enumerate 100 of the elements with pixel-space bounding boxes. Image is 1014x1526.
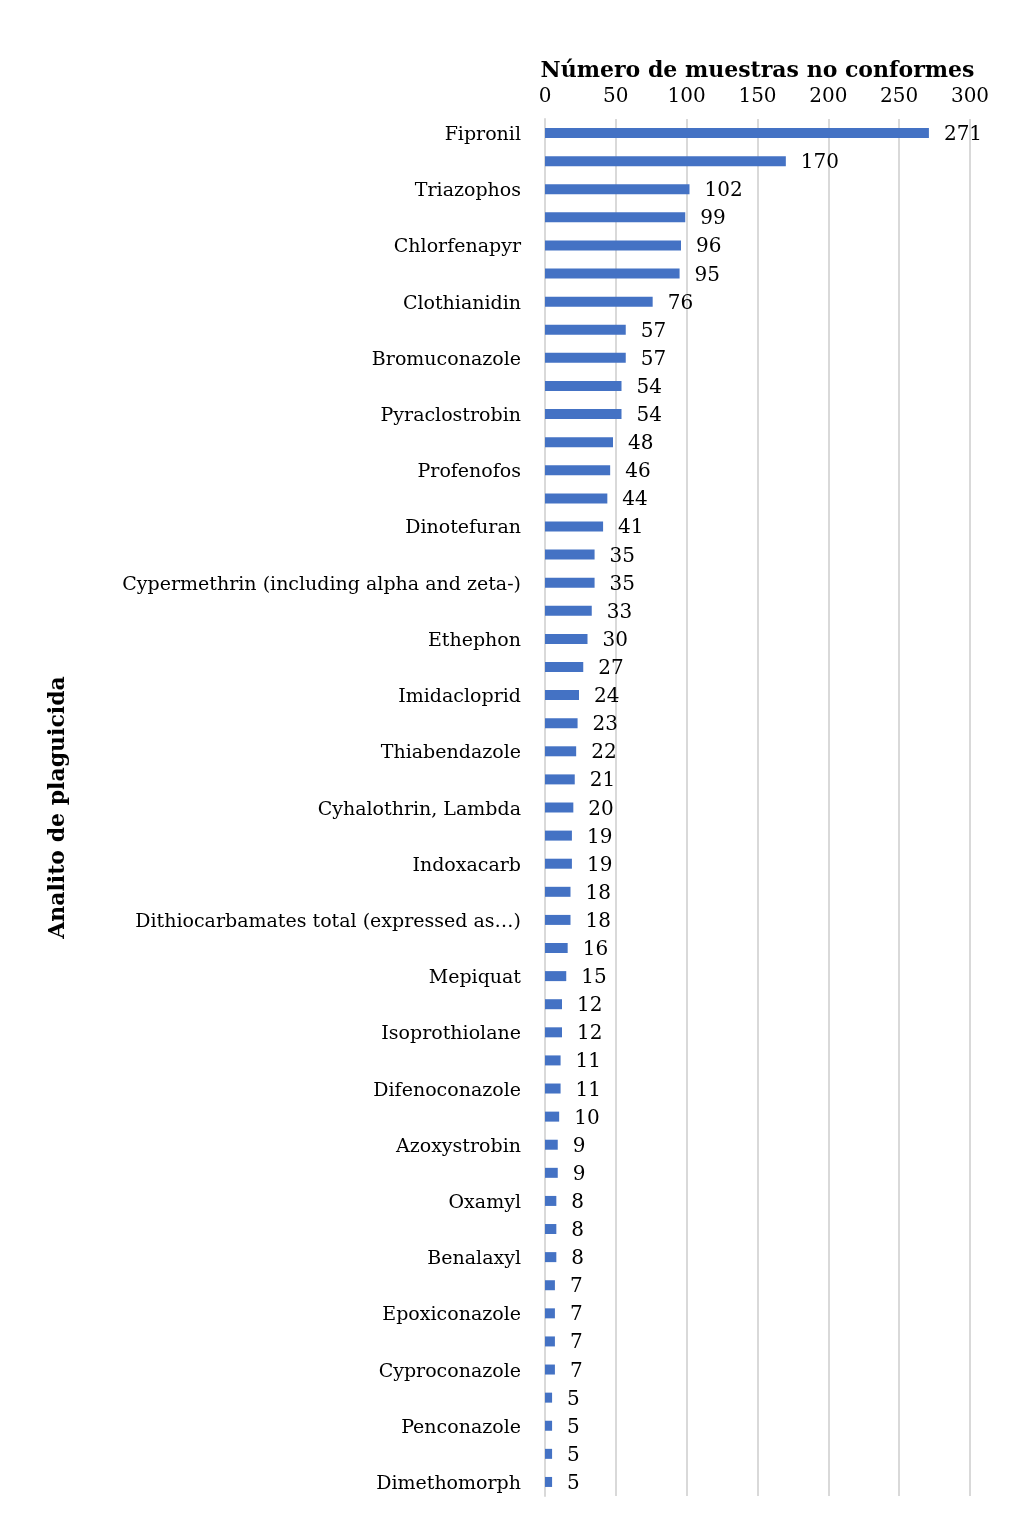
data-label: 76 (667, 289, 694, 314)
data-label: 96 (696, 233, 722, 258)
bar (545, 212, 686, 223)
bar (545, 1392, 553, 1403)
bar (545, 577, 595, 588)
y-tick-label: Pyraclostrobin (380, 403, 521, 426)
data-label: 30 (602, 626, 628, 651)
bar (545, 718, 578, 729)
bar (545, 633, 588, 644)
data-label: 19 (586, 823, 613, 848)
x-tick-label: 250 (880, 83, 919, 107)
data-label: 9 (572, 1160, 586, 1185)
bar (545, 1308, 555, 1319)
data-label: 99 (700, 205, 726, 230)
data-label: 20 (588, 795, 614, 820)
x-tick-label: 300 (950, 83, 990, 107)
bar (545, 352, 626, 363)
y-tick-label: Fipronil (444, 122, 521, 145)
y-tick-label: Thiabendazole (380, 740, 521, 763)
bar (545, 549, 595, 560)
data-label: 11 (575, 1076, 602, 1101)
bar (545, 1167, 558, 1178)
data-label: 57 (640, 317, 667, 342)
data-label: 27 (598, 654, 624, 679)
data-label: 44 (622, 486, 648, 511)
y-tick-label: Penconazole (401, 1414, 521, 1437)
bar (545, 971, 567, 982)
data-label: 18 (585, 879, 611, 904)
x-tick-label: 100 (667, 83, 706, 107)
y-tick-label: Triazophos (414, 178, 521, 201)
y-tick-label: Mepiquat (428, 965, 522, 988)
data-label: 11 (575, 1048, 602, 1073)
data-label: 5 (567, 1469, 580, 1494)
data-label: 57 (640, 345, 667, 370)
bar (545, 184, 690, 195)
data-label: 23 (592, 711, 619, 736)
y-tick-label: Indoxacarb (412, 852, 521, 875)
y-tick-label: Difenoconazole (373, 1077, 521, 1100)
data-label: 102 (704, 177, 743, 202)
data-label: 54 (636, 402, 662, 427)
y-tick-label: Dithiocarbamates total (expressed as…) (135, 908, 521, 931)
data-label: 8 (571, 1217, 585, 1242)
bar (545, 437, 613, 448)
bar (545, 521, 604, 532)
bar (545, 774, 575, 785)
bar (545, 830, 572, 841)
bar (545, 802, 574, 813)
data-label: 33 (606, 598, 633, 623)
bar (545, 886, 571, 897)
bar (545, 605, 592, 616)
y-tick-label: Profenofos (417, 459, 521, 482)
bar (545, 746, 577, 757)
y-tick-label: Cyhalothrin, Lambda (317, 796, 521, 819)
bar (545, 1195, 557, 1206)
bar (545, 268, 680, 279)
bar (545, 296, 653, 307)
data-label: 5 (567, 1413, 580, 1438)
bar (545, 1364, 555, 1375)
y-tick-label: Clothianidin (402, 290, 521, 313)
bar (545, 1055, 561, 1066)
bar (545, 1252, 557, 1263)
data-label: 24 (594, 683, 620, 708)
data-label: 271 (943, 121, 983, 146)
data-label: 19 (586, 851, 613, 876)
data-label: 170 (800, 149, 840, 174)
bar (545, 1476, 553, 1487)
x-tick-label: 0 (538, 83, 552, 107)
bar (545, 240, 681, 251)
y-tick-label: Epoxiconazole (382, 1302, 521, 1325)
y-tick-label: Dinotefuran (405, 515, 521, 538)
y-tick-label: Benalaxyl (427, 1246, 521, 1269)
data-label: 5 (567, 1441, 580, 1466)
bar (545, 999, 562, 1010)
data-label: 48 (628, 430, 654, 455)
data-label: 18 (585, 907, 611, 932)
bar (545, 465, 611, 476)
data-label: 8 (571, 1245, 585, 1270)
data-label: 5 (567, 1385, 580, 1410)
bar (545, 1139, 558, 1150)
data-label: 16 (582, 936, 609, 961)
y-tick-label: Chlorfenapyr (393, 234, 522, 257)
y-tick-label: Cyproconazole (378, 1358, 521, 1381)
data-label: 12 (577, 1020, 603, 1045)
x-tick-label: 200 (809, 83, 848, 107)
bar (545, 409, 622, 420)
bar (545, 380, 622, 391)
bar (545, 1027, 562, 1038)
y-tick-label: Oxamyl (448, 1189, 521, 1212)
data-label: 54 (636, 373, 662, 398)
bar (545, 1111, 560, 1122)
data-label: 41 (618, 514, 644, 539)
bar (545, 661, 584, 672)
data-label: 15 (581, 964, 607, 989)
y-tick-label: Bromuconazole (371, 346, 521, 369)
data-label: 10 (574, 1104, 600, 1129)
y-tick-label: Isoprothiolane (381, 1021, 521, 1044)
data-label: 22 (591, 739, 617, 764)
bar (545, 858, 572, 869)
y-tick-label: Dimethomorph (376, 1470, 521, 1493)
bar (545, 493, 608, 504)
